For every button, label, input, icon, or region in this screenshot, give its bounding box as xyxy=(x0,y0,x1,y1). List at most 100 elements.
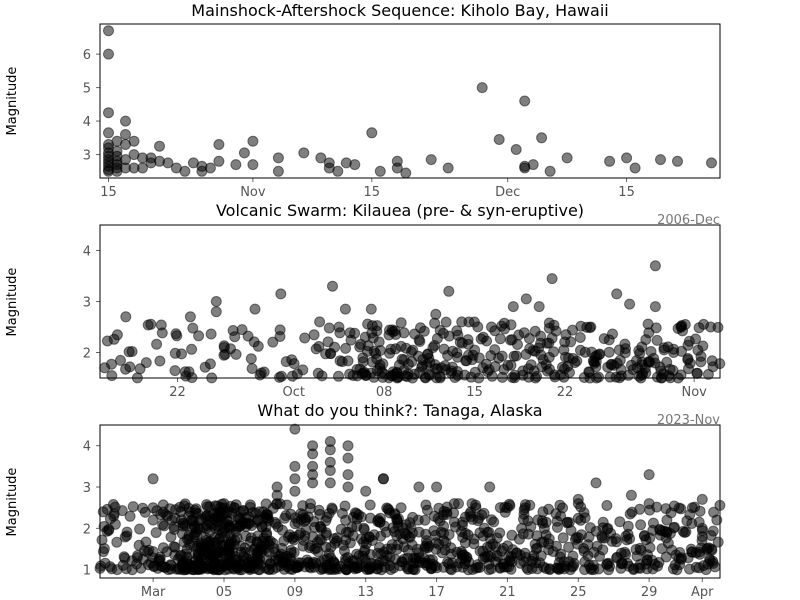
data-point xyxy=(252,340,264,352)
data-point xyxy=(333,370,344,382)
data-point xyxy=(434,324,446,336)
data-point xyxy=(690,333,702,345)
data-point xyxy=(213,139,225,150)
data-point xyxy=(525,359,537,371)
data-point xyxy=(374,165,386,177)
data-point xyxy=(150,527,162,539)
data-point xyxy=(345,334,357,346)
x-ticks: 15 Nov 15 Dec 15 xyxy=(100,178,635,200)
data-points xyxy=(103,25,717,179)
data-point xyxy=(550,325,562,337)
data-point xyxy=(324,477,336,489)
y-axis-label: Magnitude xyxy=(5,468,20,537)
data-point xyxy=(473,352,485,364)
y-tick-label: 2 xyxy=(83,347,91,362)
data-point xyxy=(661,514,673,526)
data-point xyxy=(254,553,266,565)
x-tick-label: 15 xyxy=(100,185,117,200)
data-point xyxy=(142,319,154,331)
data-point xyxy=(476,82,488,94)
data-point xyxy=(342,355,354,367)
data-point xyxy=(561,152,573,164)
data-point xyxy=(276,370,287,382)
data-point xyxy=(706,355,718,367)
data-point xyxy=(483,364,495,376)
data-point xyxy=(98,543,110,555)
data-point xyxy=(467,513,479,525)
data-point xyxy=(712,536,724,548)
x-tick-label: Apr xyxy=(691,585,714,600)
data-point xyxy=(614,516,626,528)
data-point xyxy=(326,503,338,515)
y-tick-label: 3 xyxy=(83,149,91,164)
y-axis-label: Magnitude xyxy=(5,67,20,136)
data-point xyxy=(253,506,265,518)
y-tick-label: 5 xyxy=(83,82,91,97)
data-point xyxy=(398,327,410,339)
data-point xyxy=(342,481,354,493)
data-point xyxy=(299,332,311,344)
data-point xyxy=(635,519,647,531)
x-tick-label: 22 xyxy=(557,385,574,400)
data-point xyxy=(349,159,361,171)
data-point xyxy=(236,324,248,336)
data-point xyxy=(275,288,287,300)
data-point xyxy=(137,162,148,174)
data-point xyxy=(488,516,500,528)
data-point xyxy=(533,301,545,313)
data-point xyxy=(673,502,685,514)
data-point xyxy=(393,371,405,383)
data-point xyxy=(103,48,114,60)
data-point xyxy=(365,303,377,315)
data-point xyxy=(289,460,301,472)
data-point xyxy=(386,324,398,336)
data-point xyxy=(697,340,709,352)
data-point xyxy=(672,155,683,167)
data-point xyxy=(601,559,613,570)
x-ticks: Mar 05 09 13 17 21 25 29 Apr xyxy=(141,578,714,600)
data-point xyxy=(423,540,435,552)
data-point xyxy=(289,485,301,497)
data-point xyxy=(645,346,657,357)
data-point xyxy=(443,285,455,297)
x-offset-label: 2006-Dec xyxy=(657,213,720,228)
data-point xyxy=(575,320,587,332)
data-point xyxy=(99,362,111,374)
data-point xyxy=(569,357,581,369)
data-point xyxy=(564,367,575,378)
data-point xyxy=(661,527,673,538)
data-point xyxy=(370,348,382,359)
data-point xyxy=(281,499,293,511)
data-point xyxy=(519,502,531,514)
data-point xyxy=(601,500,613,511)
data-point xyxy=(321,511,333,523)
data-point xyxy=(327,280,338,292)
data-point xyxy=(583,531,595,543)
data-point xyxy=(519,95,531,107)
data-point xyxy=(340,342,352,354)
data-point xyxy=(126,346,138,357)
data-point xyxy=(510,350,522,362)
data-point xyxy=(316,370,328,382)
x-tick-label: Mar xyxy=(141,585,166,600)
data-point xyxy=(108,333,120,345)
data-point xyxy=(238,147,250,159)
data-point xyxy=(166,514,178,526)
data-point xyxy=(183,510,195,522)
data-point xyxy=(124,510,136,522)
chart-panel-kilauea: Volcanic Swarm: Kilauea (pre- & syn-erup… xyxy=(5,201,726,428)
data-point xyxy=(288,358,300,370)
data-point xyxy=(225,343,236,355)
data-point xyxy=(643,469,655,481)
data-point xyxy=(230,159,242,171)
data-point xyxy=(230,499,242,511)
data-point xyxy=(603,346,615,358)
y-tick-label: 4 xyxy=(83,245,91,260)
data-point xyxy=(155,319,167,331)
data-point xyxy=(625,489,637,501)
data-point xyxy=(496,371,508,383)
data-point xyxy=(472,321,484,333)
y-ticks: 1 2 3 4 xyxy=(83,440,100,579)
data-point xyxy=(395,502,407,514)
